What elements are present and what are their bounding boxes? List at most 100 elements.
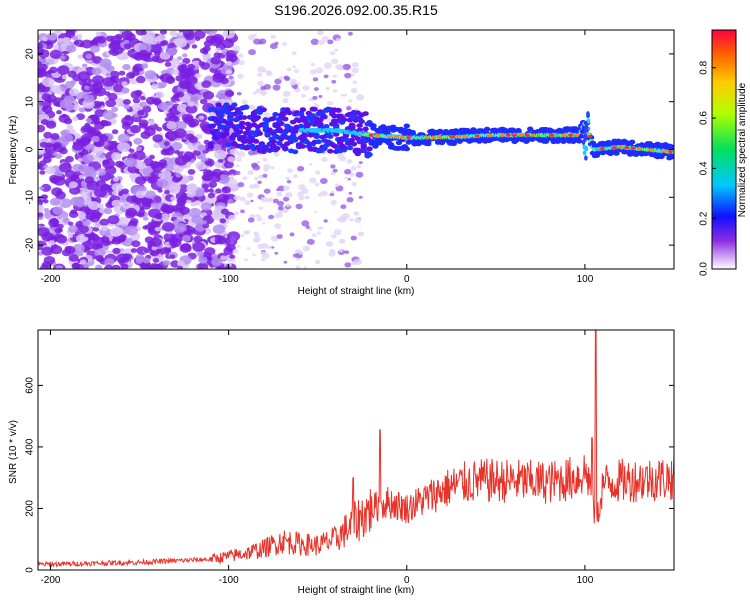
noise-blob [274, 41, 279, 46]
noise-blob [62, 217, 70, 224]
noise-blob [145, 190, 157, 199]
signal-blob [628, 139, 636, 145]
noise-blob [192, 93, 202, 101]
noise-blob [79, 259, 87, 265]
noise-blob [76, 113, 85, 120]
noise-blob [117, 191, 124, 196]
noise-blob [233, 211, 240, 216]
noise-blob [89, 233, 100, 242]
noise-blob [118, 70, 126, 76]
noise-blob [65, 30, 76, 36]
noise-blob [179, 206, 190, 215]
signal-blob [252, 138, 260, 144]
noise-blob [356, 94, 365, 101]
signal-blob [340, 117, 348, 123]
noise-blob [52, 206, 64, 215]
noise-blob [151, 245, 158, 251]
noise-blob [282, 42, 288, 46]
noise-blob [260, 196, 269, 203]
signal-blob [335, 107, 342, 113]
signal-blob [274, 146, 281, 151]
noise-blob [262, 112, 271, 119]
noise-blob [49, 49, 63, 59]
noise-blob [125, 225, 138, 236]
noise-blob [121, 87, 130, 94]
noise-blob [254, 176, 259, 181]
signal-blob [515, 127, 522, 133]
noise-blob [68, 88, 79, 97]
signal-peak [611, 146, 617, 150]
colorbar-gradient [711, 29, 737, 270]
noise-blob [312, 95, 318, 100]
noise-blob [70, 196, 83, 206]
noise-blob [338, 249, 344, 253]
noise-blob [145, 197, 153, 204]
noise-blob [229, 236, 237, 242]
noise-blob [203, 40, 213, 47]
noise-blob [50, 85, 62, 94]
noise-blob [338, 238, 346, 244]
signal-blob [356, 123, 363, 128]
noise-blob [78, 43, 85, 48]
noise-blob [117, 142, 131, 153]
noise-blob [268, 214, 275, 220]
noise-blob [256, 216, 263, 222]
noise-blob [287, 168, 293, 173]
colorbar-tick-label: 0.4 [699, 161, 710, 175]
noise-blob [237, 182, 245, 188]
noise-blob [122, 99, 131, 105]
noise-blob [295, 203, 303, 210]
noise-blob [99, 218, 110, 226]
noise-blob [244, 258, 249, 262]
noise-blob [48, 218, 60, 228]
snr-ylabel: SNR (10 * v/v) [8, 420, 19, 484]
noise-blob [41, 77, 55, 88]
signal-peak [430, 136, 437, 139]
signal-peak [630, 146, 636, 150]
noise-blob [211, 253, 218, 259]
noise-blob [346, 159, 353, 164]
noise-blob [160, 73, 173, 83]
noise-blob [62, 37, 71, 44]
noise-blob [202, 53, 210, 59]
noise-blob [111, 182, 124, 192]
noise-blob [278, 76, 284, 80]
y-tick-label: -20 [25, 237, 36, 252]
noise-blob [249, 184, 256, 189]
noise-blob [166, 121, 178, 130]
noise-blob [169, 237, 182, 248]
noise-blob [38, 63, 48, 71]
noise-blob [170, 196, 177, 202]
noise-blob [101, 236, 110, 243]
noise-blob [331, 79, 337, 84]
signal-peak [618, 145, 624, 149]
noise-blob [38, 110, 43, 115]
noise-blob [323, 219, 328, 223]
noise-blob [327, 100, 334, 106]
signal-blob [425, 141, 432, 147]
noise-blob [253, 231, 259, 236]
signal-peak [661, 149, 667, 153]
noise-blob [66, 124, 74, 131]
noise-blob [177, 265, 183, 269]
noise-blob [70, 80, 77, 85]
noise-blob [139, 122, 148, 129]
signal-peak [455, 135, 461, 139]
noise-blob [263, 188, 271, 194]
noise-blob [223, 160, 234, 169]
noise-blob [346, 106, 352, 111]
signal-peak [586, 134, 593, 138]
signal-blob [578, 133, 585, 139]
noise-blob [214, 149, 227, 160]
noise-blob [182, 67, 191, 74]
noise-blob [91, 145, 105, 155]
noise-blob [39, 186, 45, 191]
noise-blob [323, 62, 332, 69]
noise-blob [321, 36, 330, 42]
signal-blob [262, 124, 269, 130]
noise-blob [297, 165, 305, 172]
noise-blob [314, 104, 320, 108]
noise-blob [210, 174, 221, 183]
noise-blob [329, 192, 335, 197]
